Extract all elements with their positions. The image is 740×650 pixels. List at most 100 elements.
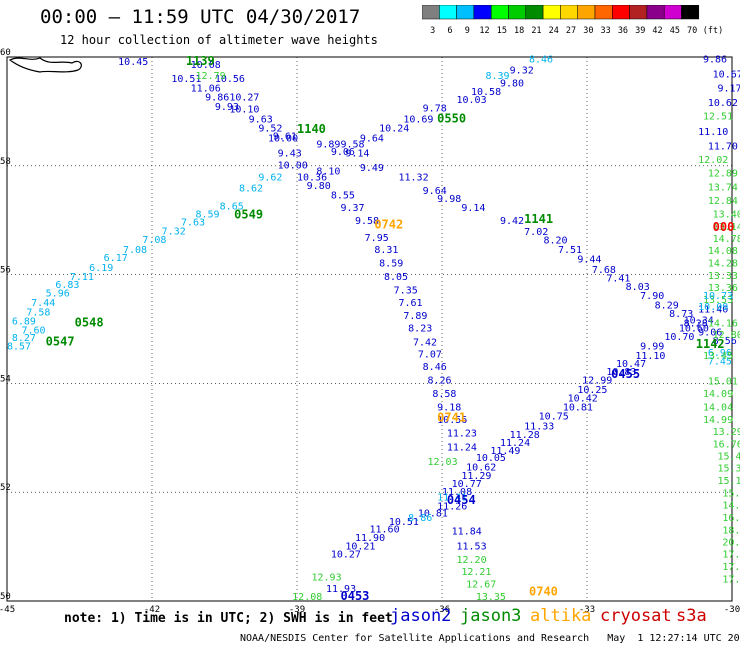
color-scale-unit: (ft) [703, 26, 723, 36]
swh-value: 9.44 [577, 255, 601, 266]
swh-value: 10.81 [563, 403, 593, 414]
swh-value: 10.08 [191, 60, 221, 71]
swh-value: 13.29 [713, 427, 740, 438]
color-scale-label: 18 [514, 26, 524, 36]
swh-value: 11.24 [447, 442, 477, 453]
map-title: 00:00 — 11:59 UTC 04/30/2017 [40, 6, 361, 28]
swh-value: 14.28 [708, 258, 738, 269]
swh-value: 13.53 [703, 295, 733, 306]
swh-value: 8.57 [7, 342, 31, 353]
swh-value: 10.25 [577, 385, 607, 396]
swh-value: 6.19 [89, 263, 113, 274]
color-scale-label: 45 [670, 26, 680, 36]
legend-altika: altika [530, 606, 592, 626]
swh-value: 10.10 [229, 104, 259, 115]
swh-value: 12.67 [466, 579, 496, 590]
legend-cryosat: cryosat [600, 606, 672, 626]
swh-value: 7.11 [70, 272, 94, 283]
color-scale-label: 36 [618, 26, 628, 36]
swh-value: 9.43 [278, 149, 302, 160]
lat-tick-label: 54 [0, 374, 11, 384]
swh-value: 8.73 [669, 309, 693, 320]
lon-tick-label: -30 [724, 605, 740, 615]
color-scale-label: 39 [635, 26, 645, 36]
swh-value: 14.3 [722, 501, 740, 512]
pass-label-0740: 0740 [529, 585, 558, 599]
legend-jason3: jason3 [460, 606, 522, 626]
swh-value: 8.27 [12, 333, 36, 344]
color-scale-bar: 3 6 9 12 15 18 21 24 27 30 33 36 39 42 45 70 (ft) [422, 5, 723, 36]
swh-value: 9.80 [500, 78, 524, 89]
swh-value: 15.31 [718, 464, 740, 475]
swh-value: 11.24 [500, 438, 530, 449]
swh-value: 7.44 [31, 298, 55, 309]
swh-value: 7.08 [123, 245, 147, 256]
swh-value: 8.26 [428, 375, 452, 386]
swh-value: 11.29 [461, 471, 491, 482]
swh-value: 13.35 [476, 592, 506, 603]
pass-label-000: 000 [713, 220, 735, 234]
pass-label-0453: 0453 [341, 589, 370, 603]
swh-value: 9.42 [500, 216, 524, 227]
swh-value: 10.42 [568, 393, 598, 404]
swh-value: 9.86 [703, 54, 727, 65]
swh-value: 8.86 [408, 513, 432, 524]
swh-value: 9.58 [355, 216, 379, 227]
swh-value: 7.42 [413, 337, 437, 348]
swh-value: 11.70 [708, 141, 738, 152]
swh-value: 10.05 [476, 453, 506, 464]
lat-tick-label: 50 [0, 592, 11, 602]
color-scale-label: 21 [531, 26, 541, 36]
swh-value: 8.28 [684, 318, 708, 329]
swh-value: 14.08 [708, 246, 738, 257]
swh-value: 5.96 [46, 288, 70, 299]
swh-value: 10.24 [379, 124, 409, 135]
swh-value: 7.02 [524, 227, 548, 238]
color-scale-label: 9 [465, 26, 470, 36]
swh-value: 9.86 [205, 93, 229, 104]
lat-tick-label: 56 [0, 266, 11, 276]
swh-value: 12.21 [461, 567, 491, 578]
color-scale-label: 3 [430, 26, 435, 36]
map-frame [6, 56, 733, 602]
swh-value: 11.06 [191, 83, 221, 94]
swh-value: 7.58 [26, 307, 50, 318]
swh-value: 6.96 [708, 348, 732, 359]
swh-value: 8.62 [239, 183, 263, 194]
lon-tick-label: -42 [144, 605, 160, 615]
swh-value: 10.51 [389, 517, 419, 528]
swh-value: 11.08 [442, 487, 472, 498]
swh-value: 8.59 [196, 209, 220, 220]
swh-value: 9.14 [461, 203, 485, 214]
swh-value: 6.17 [104, 253, 128, 264]
swh-value: 9.52 [258, 124, 282, 135]
lon-tick-label: -45 [0, 605, 15, 615]
color-swatch [681, 5, 700, 20]
swh-value: 8.10 [316, 167, 340, 178]
color-scale-label: 42 [652, 26, 662, 36]
swh-value: 11.84 [452, 527, 482, 538]
swh-value: 11.60 [370, 524, 400, 535]
map-subtitle: 12 hour collection of altimeter wave hei… [60, 33, 378, 47]
swh-value: 8.20 [544, 236, 568, 247]
color-scale-label: 33 [601, 26, 611, 36]
swh-value: 8.58 [432, 389, 456, 400]
pass-label-0550: 0550 [437, 111, 466, 125]
swh-value: 8.05 [384, 272, 408, 283]
swh-value: 13.36 [708, 283, 738, 294]
swh-value: 11.28 [510, 430, 540, 441]
swh-value: 14.16 [708, 318, 738, 329]
swh-value: 10.21 [345, 541, 375, 552]
swh-value: 7.60 [22, 325, 46, 336]
swh-value: 11.23 [447, 429, 477, 440]
pass-label-0549: 0549 [234, 208, 263, 222]
swh-value: 7.51 [558, 245, 582, 256]
lat-tick-label: 60 [0, 48, 11, 58]
pass-label-1141: 1141 [524, 212, 553, 226]
swh-value: 13.14 [713, 222, 740, 233]
swh-value: 7.68 [592, 265, 616, 276]
pass-label-1139: 1139 [186, 54, 215, 68]
swh-value: 10.03 [457, 95, 487, 106]
swh-value: 11.32 [399, 172, 429, 183]
swh-value: 10.34 [684, 316, 714, 327]
